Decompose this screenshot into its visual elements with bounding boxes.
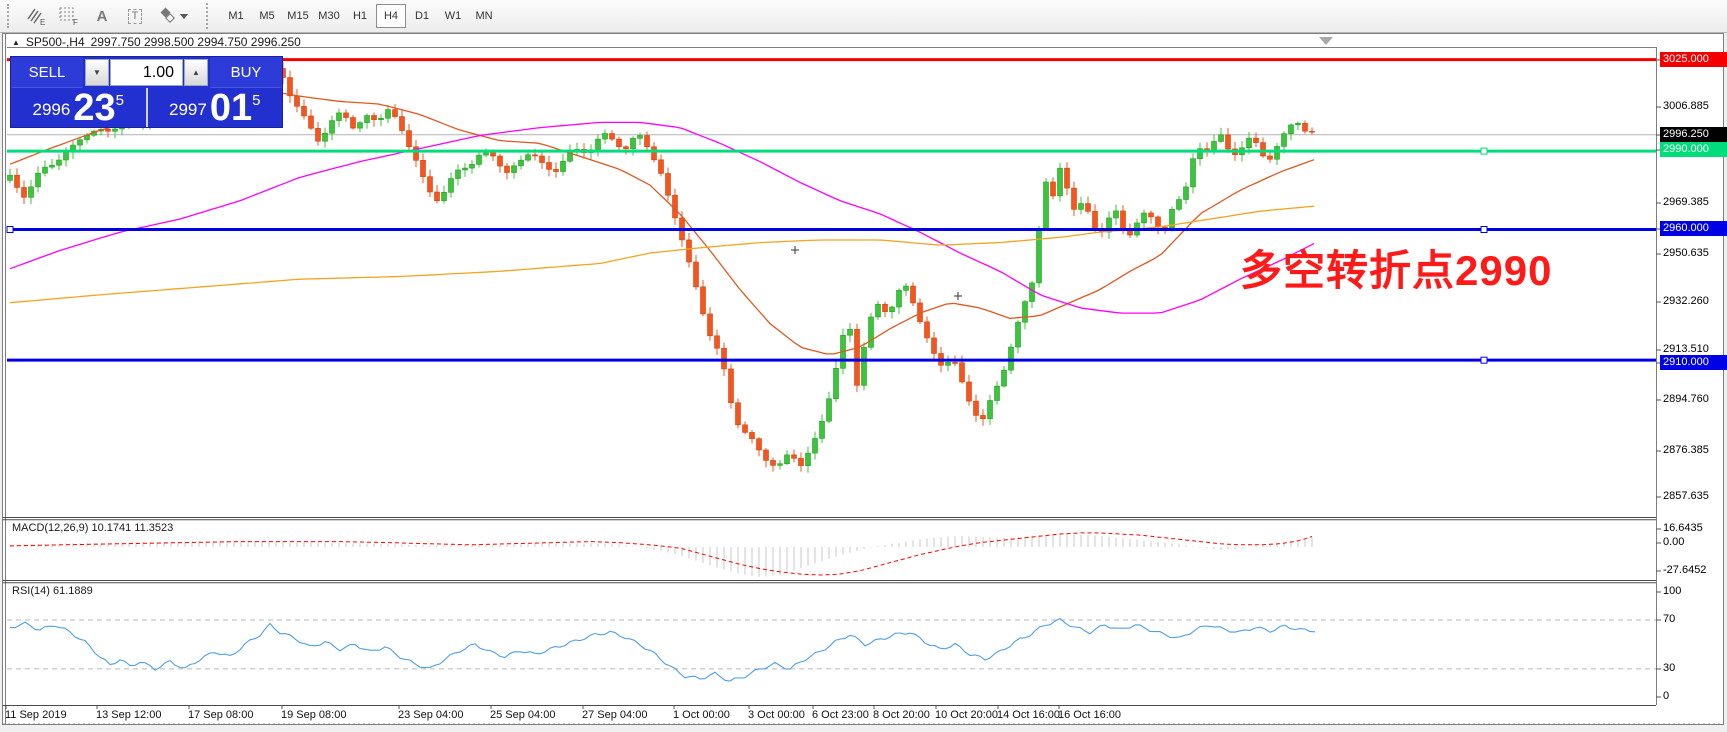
text-label-tool-icon[interactable]: T xyxy=(120,3,150,29)
time-axis-label: 11 Sep 2019 xyxy=(5,709,67,721)
axis-label: 2950.635 xyxy=(1663,247,1709,259)
macd-layer xyxy=(9,532,1313,577)
axis-label: 70 xyxy=(1663,613,1676,625)
time-axis-label: 19 Sep 08:00 xyxy=(281,709,347,721)
rsi-label: RSI(14) 61.1889 xyxy=(12,585,93,597)
timeframe-h4[interactable]: H4 xyxy=(376,4,406,28)
line-handle xyxy=(6,226,14,234)
buy-button[interactable]: BUY xyxy=(210,57,282,88)
time-axis-label: 16 Oct 16:00 xyxy=(1058,709,1121,721)
text-tool-icon[interactable]: A xyxy=(87,3,117,29)
letter-a-glyph: A xyxy=(96,7,108,25)
timeframe-d1[interactable]: D1 xyxy=(414,10,430,22)
timeframe-switcher: M1 M5 M15 M30 H1 H4 D1 W1 MN xyxy=(221,4,499,28)
time-axis-label: 14 Oct 16:00 xyxy=(997,709,1060,721)
time-axis-label: 1 Oct 00:00 xyxy=(673,709,730,721)
ma-slow-line xyxy=(9,205,1315,304)
chevron-down-icon xyxy=(180,13,188,19)
rsi-line xyxy=(9,617,1316,682)
time-axis-label: 13 Sep 12:00 xyxy=(96,709,162,721)
axis-label: 2894.760 xyxy=(1663,393,1709,405)
sell-price-pips: 23 xyxy=(73,86,116,129)
line-handle xyxy=(1480,147,1488,155)
macd-signal-line xyxy=(9,532,1313,576)
timeframe-w1[interactable]: W1 xyxy=(444,10,462,22)
volume-stepper: ▼ 1.00 ▲ xyxy=(83,57,210,88)
shapes-tool-icon[interactable] xyxy=(153,3,193,29)
time-axis-label: 8 Oct 20:00 xyxy=(873,709,930,721)
chart-end-marker[interactable] xyxy=(1319,37,1333,45)
buy-price-tile[interactable]: 2997 01 5 xyxy=(148,88,283,127)
sell-price-point: 5 xyxy=(115,92,124,109)
toolbar: E F A T M1 M5 M15 M30 H1 H4 D1 W1 MN xyxy=(0,0,1727,33)
diamonds-glyph xyxy=(160,7,175,23)
buy-price-point: 5 xyxy=(252,92,261,109)
axis-label: 2990.000 xyxy=(1660,142,1727,157)
buy-price-handle: 2997 xyxy=(169,100,207,119)
time-axis-label: 10 Oct 20:00 xyxy=(935,709,998,721)
time-axis-label: 27 Sep 04:00 xyxy=(582,709,648,721)
timeframe-m1[interactable]: M1 xyxy=(228,10,244,22)
sell-price-handle: 2996 xyxy=(32,100,71,119)
axis-label: -27.6452 xyxy=(1663,564,1707,576)
ma-fast-line xyxy=(9,91,1315,355)
axis-label: 2910.000 xyxy=(1660,355,1727,370)
axis-label: 2932.260 xyxy=(1663,295,1709,307)
axis-label: 30 xyxy=(1663,662,1676,674)
timeframe-h1[interactable]: H1 xyxy=(352,10,368,22)
trade-panel: SELL ▼ 1.00 ▲ BUY 2996 23 5 2997 01 5 xyxy=(10,56,283,128)
volume-increase-button[interactable]: ▲ xyxy=(184,59,208,86)
axis-label: 2913.510 xyxy=(1663,343,1709,355)
svg-text:F: F xyxy=(73,18,78,26)
ma-mid-line xyxy=(9,121,1315,314)
axis-label: 0 xyxy=(1663,690,1670,702)
axis-label: 3006.885 xyxy=(1663,100,1709,112)
axis-label: 3025.000 xyxy=(1660,52,1727,67)
chart-collapse-icon[interactable]: ▲ xyxy=(12,37,20,47)
timeframe-m30[interactable]: M30 xyxy=(318,10,340,22)
axis-label: 0.00 xyxy=(1663,536,1685,548)
macd-label: MACD(12,26,9) 10.1741 11.3523 xyxy=(12,522,174,534)
rsi-layer xyxy=(7,617,1656,682)
volume-input[interactable]: 1.00 xyxy=(110,59,183,86)
grid-glyph: F xyxy=(59,7,78,26)
chart-annotation: 多空转折点2990 xyxy=(1240,247,1553,294)
axis-label: 16.6435 xyxy=(1663,522,1703,534)
axis-label: 2996.250 xyxy=(1660,127,1727,142)
timeframe-mn[interactable]: MN xyxy=(475,10,493,22)
axis-label: 2960.000 xyxy=(1660,221,1727,236)
time-axis-label: 6 Oct 23:00 xyxy=(812,709,869,721)
line-handle xyxy=(1480,356,1488,364)
chart-symbol-timeframe: SP500-,H4 xyxy=(25,35,85,49)
fibonacci-grid-icon[interactable]: F xyxy=(54,3,84,29)
sell-button[interactable]: SELL xyxy=(11,57,83,88)
line-handle xyxy=(1480,226,1488,234)
time-axis-label: 3 Oct 00:00 xyxy=(748,709,805,721)
time-axis-label: 17 Sep 08:00 xyxy=(188,709,254,721)
chart-frame xyxy=(2,33,1724,725)
volume-decrease-button[interactable]: ▼ xyxy=(85,59,109,86)
indicator-lines-glyph: E xyxy=(27,8,45,26)
toolbar-drag-handle[interactable] xyxy=(7,4,15,28)
indicators-icon[interactable]: E xyxy=(21,3,51,29)
svg-text:E: E xyxy=(40,18,45,26)
toolbar-separator xyxy=(206,3,212,29)
time-axis-label: 25 Sep 04:00 xyxy=(490,709,556,721)
chart-title-bar: ▲ SP500-,H4 2997.750 2998.500 2994.750 2… xyxy=(12,35,301,49)
axis-label: 2876.385 xyxy=(1663,444,1709,456)
sell-price-tile[interactable]: 2996 23 5 xyxy=(11,88,148,127)
timeframe-m15[interactable]: M15 xyxy=(287,10,309,22)
axis-label: 2969.385 xyxy=(1663,196,1709,208)
time-axis-label: 23 Sep 04:00 xyxy=(398,709,464,721)
buy-price-pips: 01 xyxy=(209,86,253,129)
chart-ohlc-readout: 2997.750 2998.500 2994.750 2996.250 xyxy=(90,35,301,49)
axis-label: 100 xyxy=(1663,585,1682,597)
letter-t-glyph: T xyxy=(127,8,143,24)
axis-label: 2857.635 xyxy=(1663,490,1709,502)
timeframe-m5[interactable]: M5 xyxy=(259,10,275,22)
